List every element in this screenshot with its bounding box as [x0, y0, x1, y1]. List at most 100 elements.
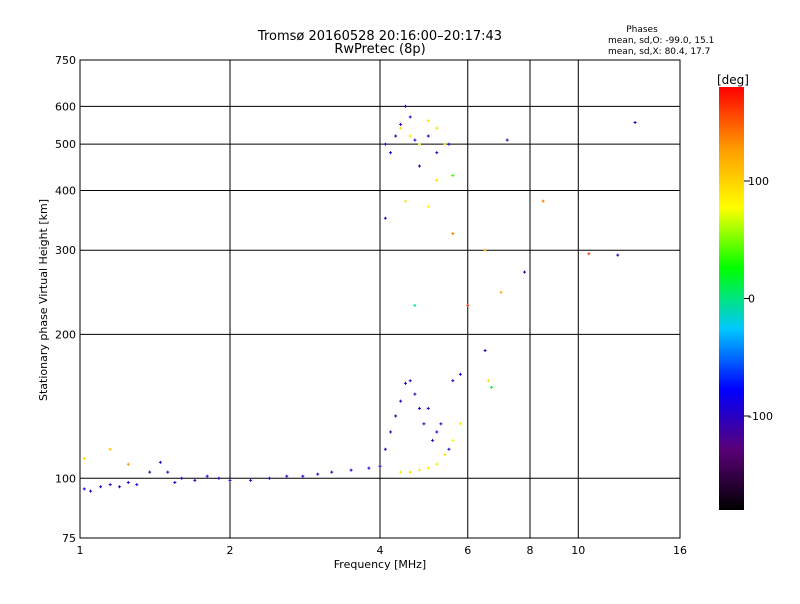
data-point — [399, 470, 403, 474]
data-point — [439, 422, 443, 426]
x-tick-label: 8 — [527, 544, 534, 557]
data-point — [403, 199, 407, 203]
data-point — [267, 476, 271, 480]
data-point — [541, 199, 545, 203]
data-point — [451, 379, 455, 383]
data-point — [523, 270, 527, 274]
data-point — [126, 480, 130, 484]
data-point — [389, 430, 393, 434]
data-point — [451, 173, 455, 177]
data-point — [435, 126, 439, 130]
x-tick-labels: 1 2 4 6 8 10 16 — [77, 544, 688, 557]
y-tick-label: 500 — [55, 138, 76, 151]
colorbar-ticks: 100 0 -100 — [744, 175, 773, 423]
colorbar — [719, 87, 744, 510]
data-point — [135, 483, 139, 487]
y-tick-label: 400 — [55, 184, 76, 197]
data-point — [383, 216, 387, 220]
x-axis-label: Frequency [MHz] — [334, 558, 426, 571]
data-point — [426, 205, 430, 209]
data-point — [408, 134, 412, 138]
x-tick-label: 10 — [571, 544, 585, 557]
data-point — [148, 470, 152, 474]
y-tick-label: 100 — [55, 472, 76, 485]
y-tick-label: 75 — [62, 532, 76, 545]
data-point — [413, 138, 417, 142]
data-point — [82, 456, 86, 460]
data-point — [426, 466, 430, 470]
colorbar-tick-label: 0 — [748, 293, 755, 306]
data-point — [447, 447, 451, 451]
data-point — [458, 372, 462, 376]
plot-frame — [79, 59, 681, 539]
data-point — [443, 142, 447, 146]
data-point — [117, 485, 121, 489]
data-point — [466, 303, 470, 307]
x-tick-label: 1 — [77, 544, 84, 557]
data-point — [158, 460, 162, 464]
data-point — [435, 430, 439, 434]
y-tick-label: 200 — [55, 328, 76, 341]
data-point — [435, 178, 439, 182]
data-point — [394, 134, 398, 138]
grid-lines — [80, 60, 680, 538]
data-point — [316, 472, 320, 476]
y-tick-label: 600 — [55, 100, 76, 113]
data-point — [413, 303, 417, 307]
data-point — [205, 474, 209, 478]
data-point — [394, 414, 398, 418]
data-point — [108, 447, 112, 451]
data-point — [166, 470, 170, 474]
data-point — [422, 422, 426, 426]
y-tick-label: 750 — [55, 54, 76, 67]
data-point — [399, 399, 403, 403]
data-point — [417, 406, 421, 410]
data-point — [587, 252, 591, 256]
data-point — [483, 248, 487, 252]
data-point — [99, 485, 103, 489]
data-point — [408, 470, 412, 474]
data-point — [301, 474, 305, 478]
data-point — [285, 474, 289, 478]
x-tick-label: 2 — [227, 544, 234, 557]
data-point — [483, 349, 487, 353]
data-point — [447, 142, 451, 146]
data-point — [616, 253, 620, 257]
data-point — [403, 381, 407, 385]
data-point — [408, 379, 412, 383]
data-point — [451, 438, 455, 442]
data-point — [435, 151, 439, 155]
data-point — [173, 480, 177, 484]
data-point — [431, 438, 435, 442]
data-point — [399, 126, 403, 130]
data-point — [403, 104, 407, 108]
stats-o-line: mean, sd,O: -99.0, 15.1 — [608, 36, 714, 46]
data-point — [505, 138, 509, 142]
colorbar-tick-label: -100 — [748, 410, 773, 423]
x-tick-label: 6 — [464, 544, 471, 557]
data-point — [89, 489, 93, 493]
data-point — [82, 487, 86, 491]
data-point — [383, 142, 387, 146]
data-point — [126, 462, 130, 466]
data-point — [458, 422, 462, 426]
data-point — [367, 466, 371, 470]
chart-title: Tromsø 20160528 20:16:00–20:17:43 — [257, 29, 502, 44]
data-point — [108, 483, 112, 487]
data-points — [82, 104, 637, 493]
data-point — [426, 134, 430, 138]
stats-x-line: mean, sd,X: 80.4, 17.7 — [608, 47, 710, 57]
y-tick-label: 300 — [55, 244, 76, 257]
data-point — [193, 478, 197, 482]
data-point — [383, 447, 387, 451]
data-point — [389, 151, 393, 155]
data-point — [180, 476, 184, 480]
data-point — [417, 142, 421, 146]
data-point — [413, 392, 417, 396]
data-point — [228, 478, 232, 482]
data-point — [417, 468, 421, 472]
y-tick-labels: 75 100 200 300 400 500 600 750 — [55, 54, 76, 545]
